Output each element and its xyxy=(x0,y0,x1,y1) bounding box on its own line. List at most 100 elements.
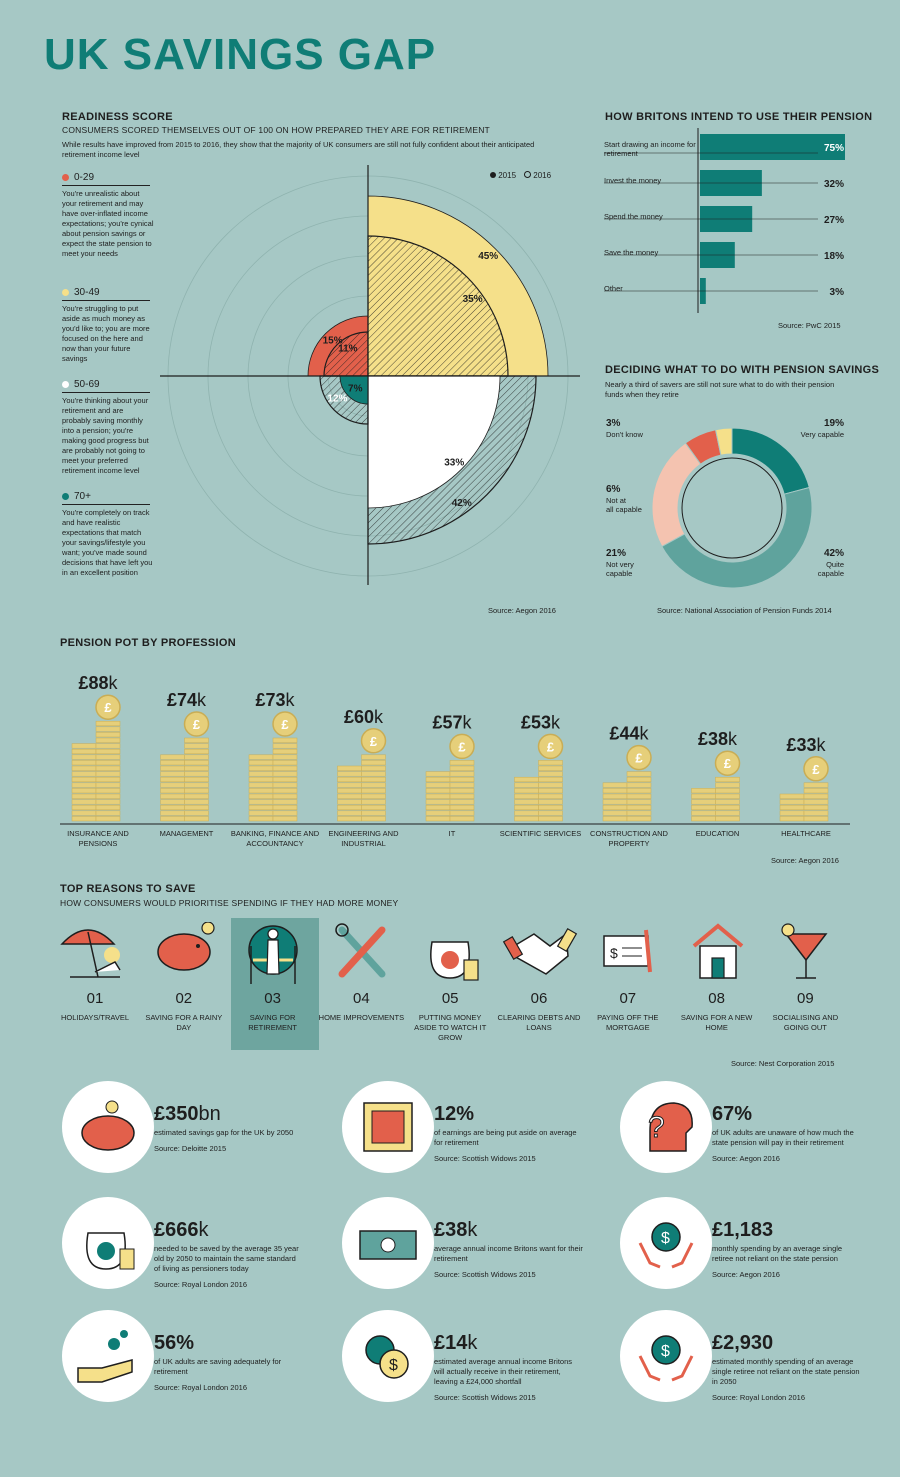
stat-block: £38k average annual income Britons want f… xyxy=(434,1219,584,1279)
coin xyxy=(95,754,121,760)
hbar-label: Save the money xyxy=(604,248,659,257)
stat-value: £350bn xyxy=(154,1103,221,1125)
coin xyxy=(449,771,475,777)
coin xyxy=(95,720,121,727)
coin xyxy=(248,782,274,788)
coin xyxy=(272,754,298,760)
stat-description: needed to be saved by the average 35 yea… xyxy=(154,1244,299,1273)
coin xyxy=(779,810,805,816)
profession-label: IT xyxy=(448,829,456,838)
coin-stack: £ £74k xyxy=(160,690,210,822)
coin xyxy=(184,788,209,794)
coin-value: £73k xyxy=(255,690,295,710)
coin xyxy=(361,754,386,760)
stat-source: Source: Scottish Widows 2015 xyxy=(434,1393,536,1402)
hbar-value: 27% xyxy=(824,215,844,226)
stat-icon-circle xyxy=(62,1197,154,1289)
coin xyxy=(160,765,185,771)
stat-source: Source: Deloitte 2015 xyxy=(154,1144,227,1153)
profession-label: CONSTRUCTION AND PROPERTY xyxy=(590,829,668,848)
pound-symbol: £ xyxy=(104,700,112,715)
reason-label: SAVING FOR A RAINY DAY xyxy=(145,1013,223,1032)
coin xyxy=(160,754,185,760)
coin-value: £33k xyxy=(786,735,826,755)
profession-label: MANAGEMENT xyxy=(159,829,214,838)
stat-value: 67% xyxy=(712,1103,753,1125)
coin xyxy=(160,788,185,794)
coin xyxy=(95,804,121,811)
coin xyxy=(449,765,475,771)
coin xyxy=(160,771,185,777)
coin xyxy=(514,782,539,788)
coin xyxy=(514,816,539,822)
deciding-subheading: Nearly a third of savers are still not s… xyxy=(605,380,835,399)
coin xyxy=(95,732,121,738)
coin xyxy=(425,793,451,799)
piggy-bank-icon xyxy=(81,1100,135,1151)
coin xyxy=(71,782,97,788)
readiness-source: Source: Aegon 2016 xyxy=(488,606,556,615)
coin xyxy=(71,743,97,749)
coin xyxy=(449,810,475,816)
profession-label: ENGINEERING AND INDUSTRIAL xyxy=(328,829,399,848)
stat-value: £1,183 xyxy=(712,1219,774,1241)
coin xyxy=(538,816,563,822)
reasons-icons: $ xyxy=(60,922,828,984)
legend-2015: 2015 xyxy=(490,171,516,180)
stat-description: of earnings are being put aside on avera… xyxy=(434,1128,577,1147)
band-text: You're thinking about your retirement an… xyxy=(62,396,149,475)
pound-coin-icon xyxy=(803,756,829,782)
coin xyxy=(626,788,652,794)
coin xyxy=(602,788,628,794)
legend-dot-2016 xyxy=(524,171,532,178)
coin xyxy=(626,776,652,783)
coin xyxy=(538,760,563,766)
coin xyxy=(184,793,209,799)
coin-stack: £ £33k xyxy=(779,735,829,822)
coin xyxy=(361,782,386,788)
donut-label: 3%Don't know xyxy=(606,418,643,439)
profession-label: EDUCATION xyxy=(695,829,740,838)
stat-block: £2,930 estimated monthly spending of an a… xyxy=(712,1332,862,1402)
page-title: UK SAVINGS GAP xyxy=(44,30,437,79)
coin xyxy=(71,754,97,760)
coin xyxy=(160,760,185,766)
coin xyxy=(538,776,563,783)
stat-block: £1,183 monthly spending by an average sin… xyxy=(712,1219,862,1279)
polar-wedge-2016 xyxy=(323,331,369,377)
reason-item: 06 CLEARING DEBTS AND LOANS xyxy=(496,984,582,1033)
donut-category: capable xyxy=(818,569,844,578)
donut-value: 6% xyxy=(606,484,621,495)
pound-coin-icon xyxy=(626,744,652,771)
donut-category: Not at xyxy=(606,496,627,505)
coin xyxy=(272,793,298,799)
coin xyxy=(272,743,298,749)
coin xyxy=(184,754,209,760)
donut-category: Not very xyxy=(606,560,634,569)
band-range: 70+ xyxy=(74,491,91,502)
coin xyxy=(626,816,652,822)
reasons-source: Source: Nest Corporation 2015 xyxy=(731,1059,835,1068)
band-50-69: 50-69 You're thinking about your retirem… xyxy=(62,379,154,491)
stat-value: 56% xyxy=(154,1332,195,1354)
coin xyxy=(715,782,740,788)
reason-number: 07 xyxy=(619,990,637,1007)
polar-legend: 2015 2016 xyxy=(490,171,551,180)
donut-slice xyxy=(651,442,702,548)
reason-item: 08 SAVING FOR A NEW HOME xyxy=(674,984,760,1033)
coin-value: £57k xyxy=(432,712,472,732)
reason-label: SOCIALISING AND GOING OUT xyxy=(772,1013,839,1032)
coin xyxy=(272,816,298,822)
pound-symbol: £ xyxy=(193,717,201,732)
coin xyxy=(626,793,652,799)
coin xyxy=(184,776,209,783)
reason-item: 09 SOCIALISING AND GOING OUT xyxy=(762,984,848,1033)
coin xyxy=(361,788,386,794)
svg-text:?: ? xyxy=(648,1111,665,1144)
coin xyxy=(160,810,185,816)
handshake-icon xyxy=(502,928,578,975)
stat-icon-circle xyxy=(62,1310,154,1402)
coin xyxy=(95,799,121,805)
coin xyxy=(272,748,298,755)
